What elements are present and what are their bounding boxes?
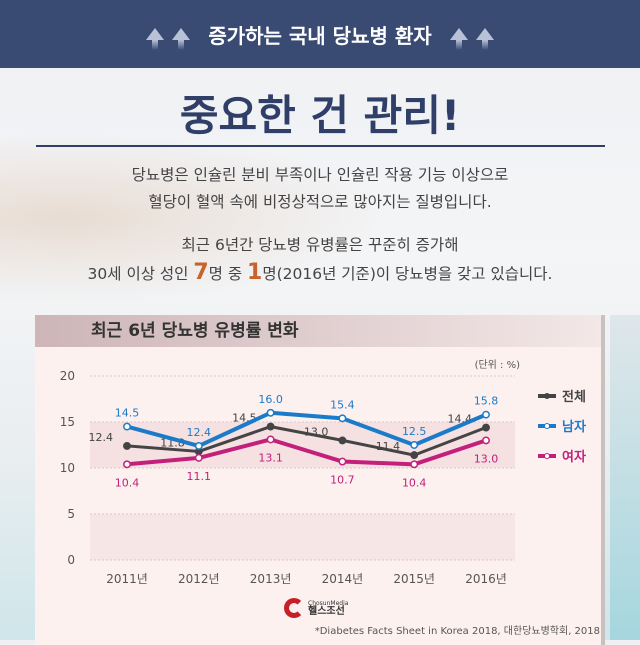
up-arrows-icon [146,28,191,50]
side-decoration [610,315,640,640]
chart-title: 최근 6년 당뇨병 유병률 변화 [35,315,601,347]
data-point [123,460,131,469]
legend-label: 전체 [562,389,586,405]
data-point [123,441,131,450]
intro-paragraph: 당뇨병은 인슐린 분비 부족이나 인슐린 작용 기능 이상으로 혈당이 혈액 속… [0,162,640,216]
highlight-number: 1 [247,260,263,285]
highlight-number: 7 [193,260,209,285]
data-point [338,457,347,466]
data-label: 16.0 [258,393,283,406]
data-label: 13.1 [258,451,283,464]
y-tick-label: 20 [60,369,75,383]
stat-paragraph: 최근 6년간 당뇨병 유병률은 꾸준히 증가해 30세 이상 성인 7명 중 1… [0,232,640,288]
header-title: 증가하는 국내 당뇨병 환자 [208,23,432,48]
data-label: 15.4 [330,398,355,411]
text: 30세 이상 성인 [87,265,194,283]
data-label: 12.5 [402,425,427,438]
data-point [410,460,419,469]
data-label: 12.4 [187,426,212,439]
data-label: 13.0 [474,452,499,465]
data-point [194,453,203,462]
background-photo [0,68,640,318]
x-tick-label: 2013년 [250,572,292,586]
stat-line: 30세 이상 성인 7명 중 1명(2016년 기준)이 당뇨병을 갖고 있습니… [0,259,640,288]
legend-marker [544,423,550,429]
data-point [482,423,490,432]
data-label: 15.8 [474,395,499,408]
intro-line: 혈당이 혈액 속에 비정상적으로 많아지는 질병입니다. [148,193,492,211]
data-label: 11.4 [376,440,401,453]
data-label: 10.7 [330,474,355,487]
y-tick-label: 0 [67,553,75,567]
series-line-남자 [126,410,487,448]
unit-label: (단위 : %) [475,358,521,371]
text: 명 중 [208,265,248,283]
logo-small: ChosunMedia [308,600,349,607]
y-tick-label: 10 [60,461,75,475]
divider [36,145,605,147]
x-tick-label: 2012년 [178,572,220,586]
data-point [338,436,347,445]
data-point [338,414,347,423]
data-point [482,436,490,445]
x-tick-label: 2016년 [465,572,507,586]
data-point [482,410,490,419]
data-point [266,435,275,444]
logo: ChosunMedia 헬스조선 [284,598,348,618]
chart-panel: 최근 6년 당뇨병 유병률 변화 [35,315,605,645]
data-point [266,422,275,431]
data-point [266,408,275,417]
up-arrows-icon [449,28,494,50]
data-label: 12.4 [89,431,114,444]
x-tick-label: 2014년 [322,572,364,586]
legend-marker [544,393,550,399]
logo-icon [284,598,304,618]
data-label: 10.4 [402,476,427,489]
data-label: 11.1 [187,470,212,483]
text: 명(2016년 기준)이 당뇨병을 갖고 있습니다. [262,265,553,283]
header-bar: 증가하는 국내 당뇨병 환자 [0,0,640,68]
x-tick-label: 2011년 [106,572,148,586]
intro-line: 당뇨병은 인슐린 분비 부족이나 인슐린 작용 기능 이상으로 [131,166,509,184]
data-label: 10.4 [115,476,140,489]
logo-name: 헬스조선 [308,606,345,617]
data-label: 13.0 [304,425,329,438]
source-note: *Diabetes Facts Sheet in Korea 2018, 대한당… [314,626,600,637]
data-point [410,451,419,460]
series-line-여자 [126,437,487,467]
series-line-전체 [126,425,487,457]
band-0-5 [90,514,515,560]
legend-marker [544,453,550,459]
data-point [123,422,131,431]
legend-label: 남자 [562,419,586,435]
y-tick-label: 5 [67,507,75,521]
stat-line: 최근 6년간 당뇨병 유병률은 꾸준히 증가해 [181,236,459,254]
x-tick-label: 2015년 [393,572,435,586]
y-tick-label: 15 [60,415,75,429]
data-point [194,441,203,450]
data-label: 14.5 [115,407,140,420]
legend-label: 여자 [562,449,586,465]
headline: 중요한 건 관리! [179,91,461,140]
data-point [410,441,419,449]
